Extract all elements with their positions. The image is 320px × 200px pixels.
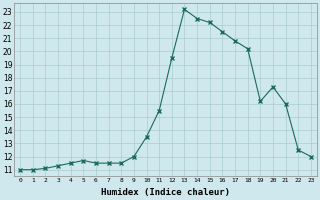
X-axis label: Humidex (Indice chaleur): Humidex (Indice chaleur) [101, 188, 230, 197]
